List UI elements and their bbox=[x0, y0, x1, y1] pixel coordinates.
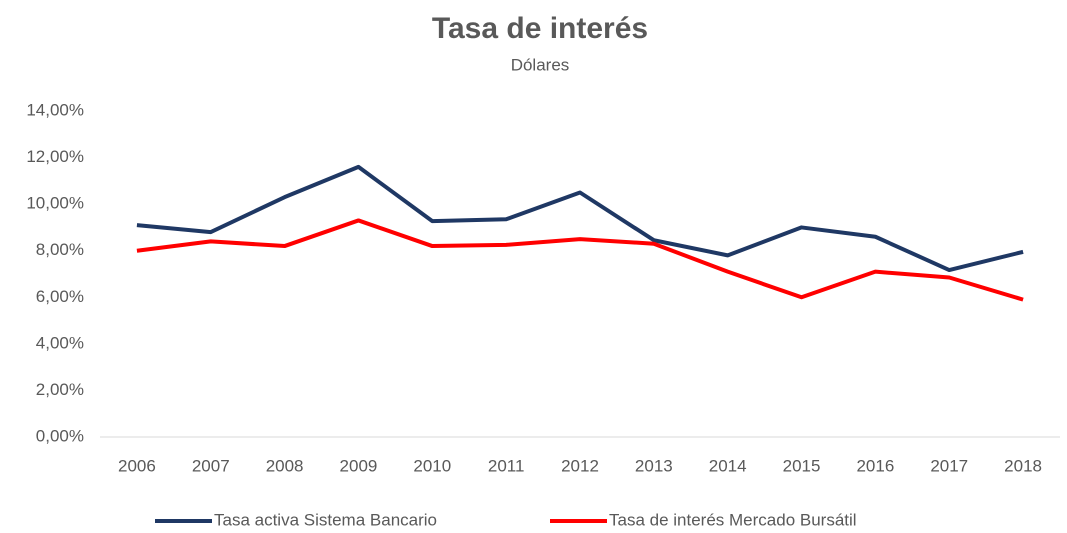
y-tick-label: 0,00% bbox=[36, 426, 84, 445]
x-tick-label: 2007 bbox=[192, 456, 230, 475]
y-tick-label: 2,00% bbox=[36, 380, 84, 399]
x-tick-label: 2006 bbox=[118, 456, 156, 475]
x-tick-label: 2008 bbox=[266, 456, 304, 475]
series-line bbox=[136, 164, 1024, 273]
legend-label: Tasa de interés Mercado Bursátil bbox=[609, 510, 857, 529]
x-tick-label: 2009 bbox=[340, 456, 378, 475]
chart-subtitle: Dólares bbox=[511, 55, 570, 74]
x-tick-label: 2010 bbox=[413, 456, 451, 475]
y-tick-label: 14,00% bbox=[26, 100, 84, 119]
x-tick-label: 2018 bbox=[1004, 456, 1042, 475]
y-tick-label: 10,00% bbox=[26, 194, 84, 213]
chart-title: Tasa de interés bbox=[432, 12, 648, 45]
x-tick-label: 2014 bbox=[709, 456, 747, 475]
x-tick-label: 2011 bbox=[488, 456, 525, 475]
legend-label: Tasa activa Sistema Bancario bbox=[214, 510, 437, 529]
x-tick-label: 2016 bbox=[856, 456, 894, 475]
x-tick-label: 2017 bbox=[930, 456, 968, 475]
x-tick-label: 2012 bbox=[561, 456, 599, 475]
y-tick-label: 12,00% bbox=[26, 147, 84, 166]
series-line bbox=[136, 218, 1024, 302]
y-tick-label: 4,00% bbox=[36, 333, 84, 352]
x-tick-label: 2015 bbox=[783, 456, 821, 475]
y-tick-label: 6,00% bbox=[36, 287, 84, 306]
y-tick-label: 8,00% bbox=[36, 240, 84, 259]
x-tick-label: 2013 bbox=[635, 456, 673, 475]
